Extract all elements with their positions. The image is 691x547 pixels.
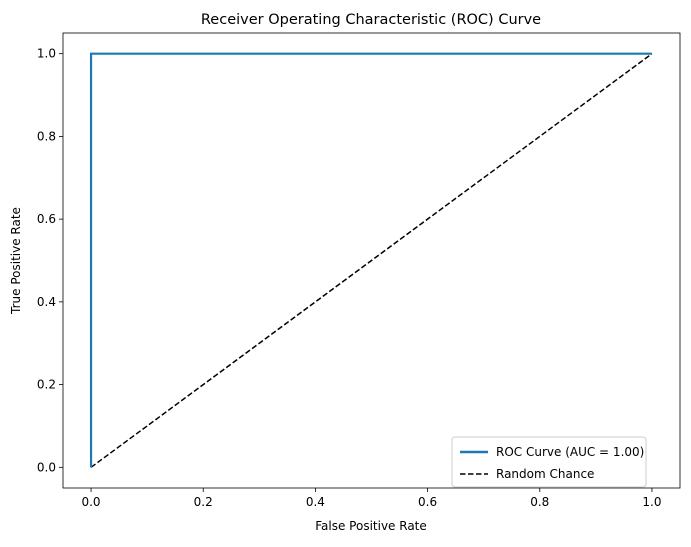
x-axis-ticks: 0.0 0.2 0.4 0.6 0.8 1.0 <box>81 488 662 509</box>
y-tick-label: 0.6 <box>37 212 56 226</box>
axes-frame <box>62 32 681 489</box>
x-tick-label: 0.2 <box>194 495 213 509</box>
y-axis-ticks: 0.0 0.2 0.4 0.6 0.8 1.0 <box>37 47 63 474</box>
x-tick-label: 0.4 <box>306 495 325 509</box>
y-tick-label: 0.4 <box>37 295 56 309</box>
x-axis-label: False Positive Rate <box>315 519 427 533</box>
y-tick-label: 1.0 <box>37 47 56 61</box>
legend-box <box>451 436 647 488</box>
x-tick-label: 0.0 <box>81 495 100 509</box>
legend: ROC Curve (AUC = 1.00) Random Chance <box>451 436 647 488</box>
x-tick-label: 1.0 <box>642 495 661 509</box>
x-tick-label: 0.6 <box>418 495 437 509</box>
series-layer <box>89 52 653 468</box>
legend-label-random: Random Chance <box>496 467 594 481</box>
y-tick-label: 0.0 <box>37 460 56 474</box>
y-tick-label: 0.8 <box>37 129 56 143</box>
legend-label-roc: ROC Curve (AUC = 1.00) <box>496 445 644 459</box>
chart-title: Receiver Operating Characteristic (ROC) … <box>201 12 541 28</box>
y-tick-label: 0.2 <box>37 378 56 392</box>
random-chance-line <box>90 53 653 468</box>
y-axis-label: True Positive Rate <box>9 207 23 315</box>
plot-area: 0.0 0.2 0.4 0.6 0.8 1.0 0.0 0.2 0.4 0.6 0.8 1.0 <box>37 32 681 509</box>
roc-curve-line <box>89 52 652 468</box>
x-tick-label: 0.8 <box>530 495 549 509</box>
